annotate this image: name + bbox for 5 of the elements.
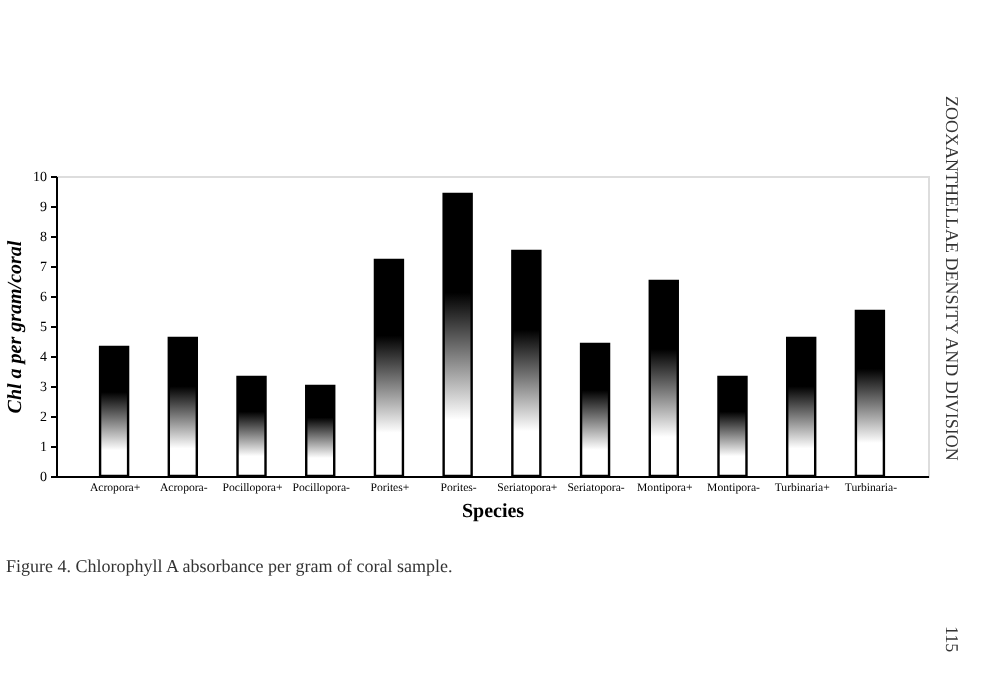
y-axis-title: Chl a per gram/coral <box>5 240 27 414</box>
text: 115 <box>942 626 962 654</box>
text: ZOOXANTHELLAE DENSITY AND DIVISION <box>942 96 962 462</box>
caption: Figure 4. Chlorophyll A absorbance per gram of coral sample. <box>6 556 453 576</box>
x-axis-title: Species <box>461 500 525 523</box>
